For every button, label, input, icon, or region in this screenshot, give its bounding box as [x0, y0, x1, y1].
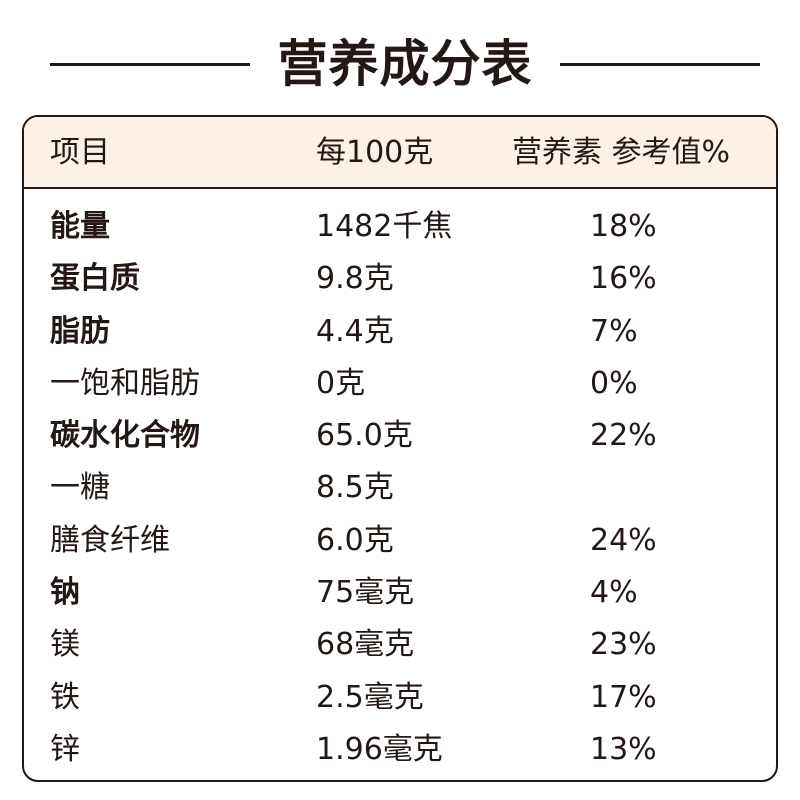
table-row: 钠 75毫克 4% — [24, 567, 776, 619]
nutrient-name: 一饱和脂肪 — [50, 365, 200, 401]
table-row: 膳食纤维 6.0克 24% — [24, 515, 776, 567]
nutrient-name: 钠 — [50, 575, 80, 611]
nutrient-nrv: 17% — [590, 679, 657, 715]
nutrient-amount: 8.5克 — [316, 470, 394, 506]
table-row: 一饱和脂肪 0克 0% — [24, 358, 776, 410]
nutrition-table: 项目 每100克 营养素 参考值% 能量 1482千焦 18% 蛋白质 9.8克 16% 脂… — [22, 115, 778, 782]
table-header: 项目 每100克 营养素 参考值% — [24, 117, 776, 189]
title-divider-right — [560, 63, 760, 66]
title-row: 营养成分表 — [0, 30, 800, 98]
nutrient-nrv: 0% — [590, 365, 638, 401]
nutrient-name: 膳食纤维 — [50, 522, 170, 558]
nutrient-nrv: 4% — [590, 575, 638, 611]
nutrient-name: 镁 — [50, 627, 80, 663]
table-row: 脂肪 4.4克 7% — [24, 306, 776, 358]
nutrient-name: 脂肪 — [50, 313, 110, 349]
nutrient-nrv: 23% — [590, 627, 657, 663]
nutrient-name: 能量 — [50, 209, 110, 244]
nutrient-amount: 65.0克 — [316, 418, 413, 454]
table-row: 能量 1482千焦 18% — [24, 201, 776, 253]
nutrient-amount: 68毫克 — [316, 627, 415, 663]
nutrient-nrv: 24% — [590, 522, 657, 558]
nutrient-name: 碳水化合物 — [50, 418, 200, 454]
nutrient-name: 锌 — [50, 731, 80, 767]
nutrient-amount: 4.4克 — [316, 313, 394, 349]
nutrient-amount: 75毫克 — [316, 575, 415, 611]
nutrient-amount: 2.5毫克 — [316, 679, 424, 715]
nutrient-amount: 0克 — [316, 365, 366, 401]
header-nrv: 营养素 参考值% — [512, 135, 731, 170]
page-title: 营养成分表 — [277, 35, 533, 93]
table-row: 铁 2.5毫克 17% — [24, 672, 776, 724]
nutrient-name: 蛋白质 — [50, 261, 140, 297]
table-row: 锌 1.96毫克 13% — [24, 724, 776, 776]
nutrient-nrv: 7% — [590, 313, 638, 349]
nutrient-nrv: 22% — [590, 418, 657, 454]
table-row: 一糖 8.5克 — [24, 462, 776, 514]
table-row: 碳水化合物 65.0克 22% — [24, 410, 776, 462]
table-row: 蛋白质 9.8克 16% — [24, 253, 776, 305]
title-divider-left — [50, 63, 250, 66]
header-item: 项目 — [50, 135, 110, 170]
nutrient-nrv: 13% — [590, 731, 657, 767]
nutrient-nrv: 18% — [590, 209, 657, 244]
nutrient-name: 一糖 — [50, 470, 110, 506]
header-per-100g: 每100克 — [316, 135, 434, 170]
nutrient-amount: 1.96毫克 — [316, 731, 443, 767]
nutrient-amount: 9.8克 — [316, 261, 394, 297]
nutrient-nrv: 16% — [590, 261, 657, 297]
nutrient-amount: 1482千焦 — [316, 209, 453, 244]
table-body: 能量 1482千焦 18% 蛋白质 9.8克 16% 脂肪 4.4克 7% 一饱和脂肪 0克 0% 碳水… — [24, 201, 776, 776]
table-row: 镁 68毫克 23% — [24, 619, 776, 671]
nutrient-name: 铁 — [50, 679, 80, 715]
nutrient-amount: 6.0克 — [316, 522, 394, 558]
